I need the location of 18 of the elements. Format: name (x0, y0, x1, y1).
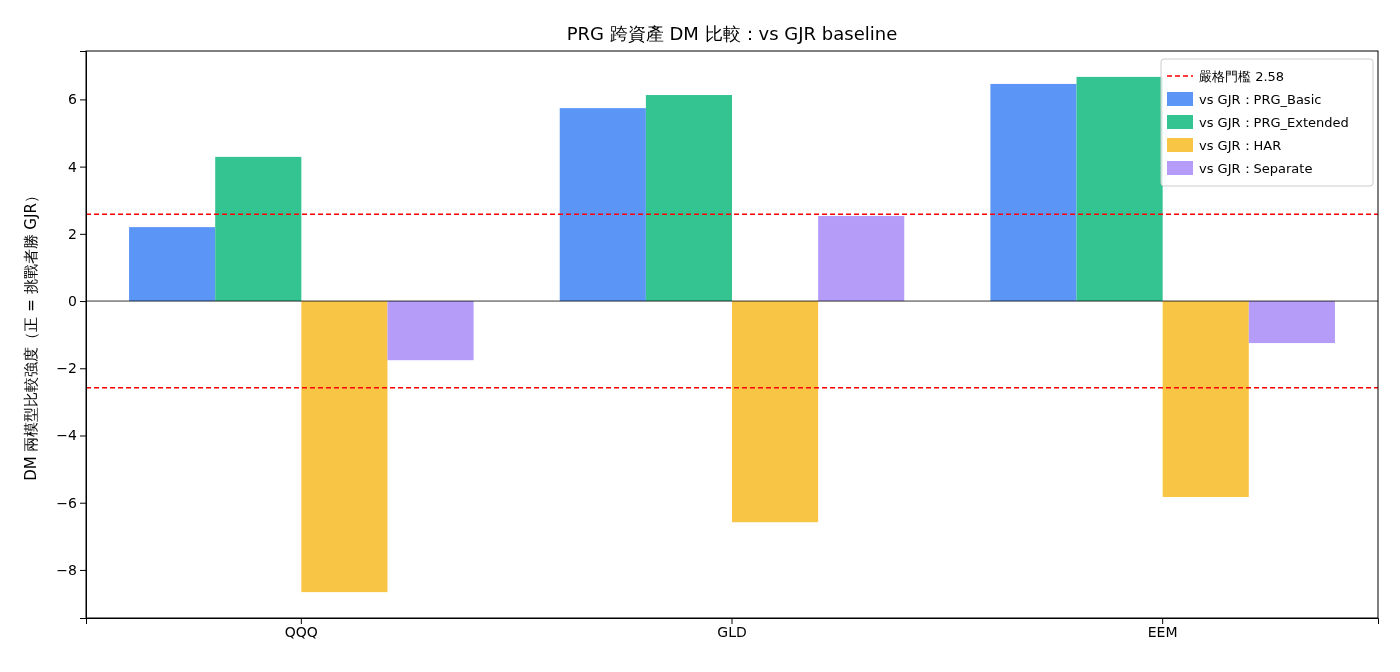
x-tick-label: QQQ (284, 623, 318, 640)
y-tick-label: 2 (68, 225, 77, 242)
legend-label: 嚴格門檻 2.58 (1199, 69, 1285, 84)
y-tick-label: −6 (56, 494, 78, 511)
legend-label: vs GJR：HAR (1199, 138, 1282, 153)
y-tick-label: −8 (56, 561, 77, 578)
x-tick-label: EEM (1147, 623, 1178, 640)
x-tick-label: GLD (717, 623, 747, 640)
legend-label: vs GJR：PRG_Basic (1199, 92, 1322, 107)
y-tick-label: 6 (68, 91, 78, 108)
y-axis-title: DM 兩模型比較強度（正 = 挑戰者勝 GJR） (22, 188, 40, 481)
y-tick-label: −2 (56, 360, 77, 377)
legend-label: vs GJR：PRG_Extended (1199, 115, 1349, 130)
y-tick-label: 0 (68, 293, 77, 310)
y-tick-label: −4 (56, 427, 78, 444)
chart-title: PRG 跨資產 DM 比較：vs GJR baseline (566, 23, 898, 44)
legend-label: vs GJR：Separate (1199, 161, 1313, 176)
y-tick-label: 4 (68, 158, 78, 175)
